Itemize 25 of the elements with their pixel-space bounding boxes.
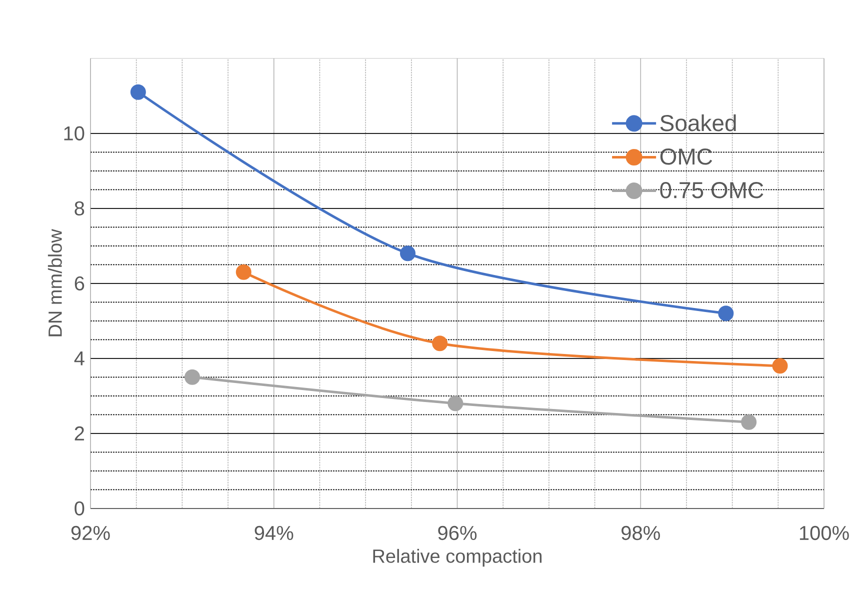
point [432,336,448,352]
y-tick-label: 4 [74,352,84,366]
point [130,84,146,100]
point [448,396,464,412]
legend-label: 0.75 OMC [660,182,764,198]
y-tick-label: 6 [74,276,84,290]
point [400,246,416,262]
x-tick-label: 100% [800,526,849,540]
legend-label: OMC [660,148,712,165]
y-tick-label: 10 [64,126,84,140]
x-tick-label: 96% [438,526,477,540]
y-tick-label: 2 [74,426,84,440]
x-tick-label: 92% [71,526,110,540]
x-tick-label: 94% [254,526,294,540]
y-tick-label: 0 [74,501,84,516]
y-axis-title: DN mm/blow [48,229,62,336]
point [741,414,757,430]
y-tick-label: 8 [74,201,84,216]
x-axis-title: Relative compaction [373,548,542,567]
point [772,358,788,374]
legend-label: Soaked [660,114,736,132]
point [718,306,734,322]
x-tick-label: 98% [622,526,660,540]
point [236,264,252,280]
point [184,369,200,385]
